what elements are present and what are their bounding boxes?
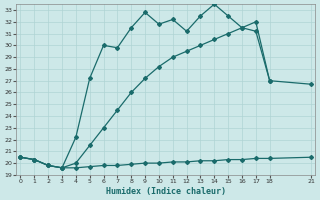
X-axis label: Humidex (Indice chaleur): Humidex (Indice chaleur) [106, 187, 226, 196]
